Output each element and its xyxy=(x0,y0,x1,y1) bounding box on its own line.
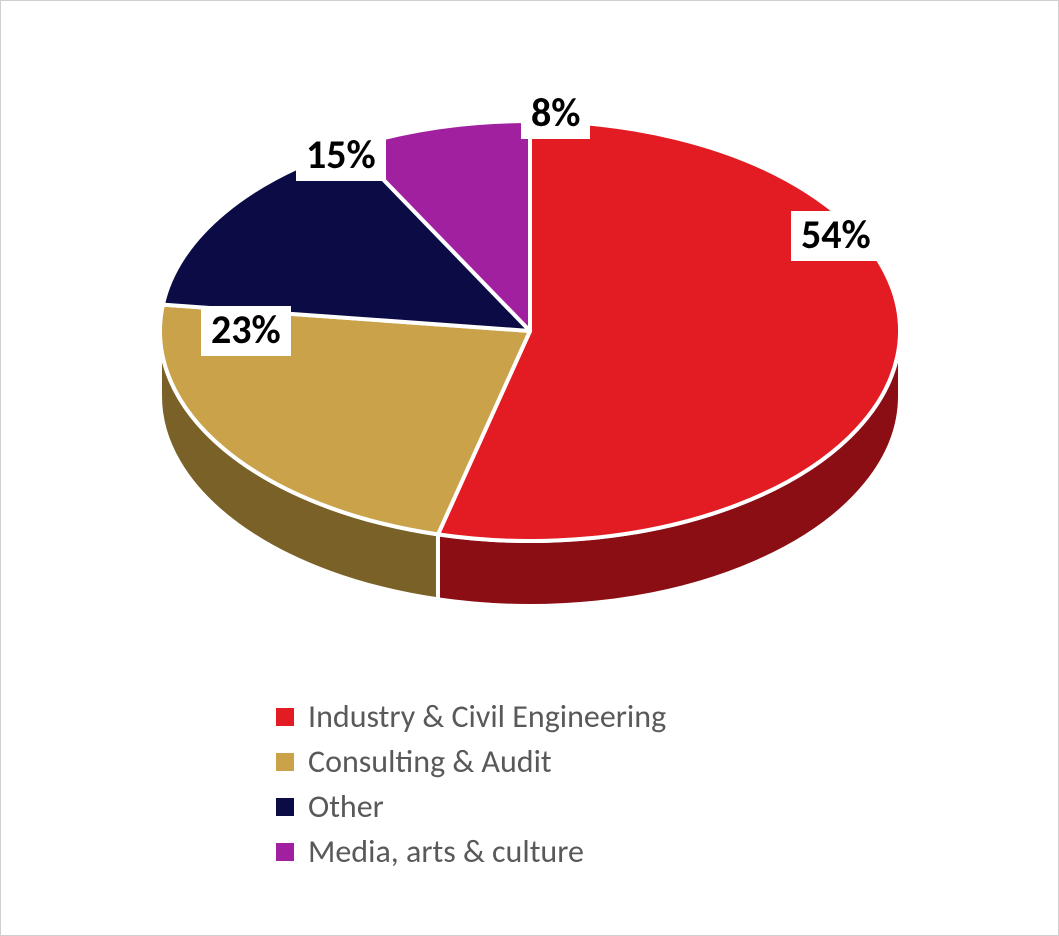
legend-swatch-3 xyxy=(276,843,294,861)
legend-item-0: Industry & Civil Engineering xyxy=(276,697,666,736)
data-label-1: 23% xyxy=(201,306,291,356)
legend-swatch-0 xyxy=(276,708,294,726)
data-label-2: 15% xyxy=(296,131,386,181)
chart-frame: 54% 23% 15% 8% Industry & Civil Engineer… xyxy=(0,0,1059,936)
legend-label-1: Consulting & Audit xyxy=(308,742,552,781)
legend-label-0: Industry & Civil Engineering xyxy=(308,697,666,736)
legend-swatch-2 xyxy=(276,798,294,816)
legend-item-2: Other xyxy=(276,787,666,826)
legend-swatch-1 xyxy=(276,753,294,771)
legend: Industry & Civil Engineering Consulting … xyxy=(276,691,666,877)
legend-item-1: Consulting & Audit xyxy=(276,742,666,781)
pie-chart: 54% 23% 15% 8% xyxy=(1,1,1059,641)
data-label-3: 8% xyxy=(521,89,590,139)
legend-label-3: Media, arts & culture xyxy=(308,832,584,871)
data-label-0: 54% xyxy=(791,211,881,261)
legend-label-2: Other xyxy=(308,787,384,826)
legend-item-3: Media, arts & culture xyxy=(276,832,666,871)
